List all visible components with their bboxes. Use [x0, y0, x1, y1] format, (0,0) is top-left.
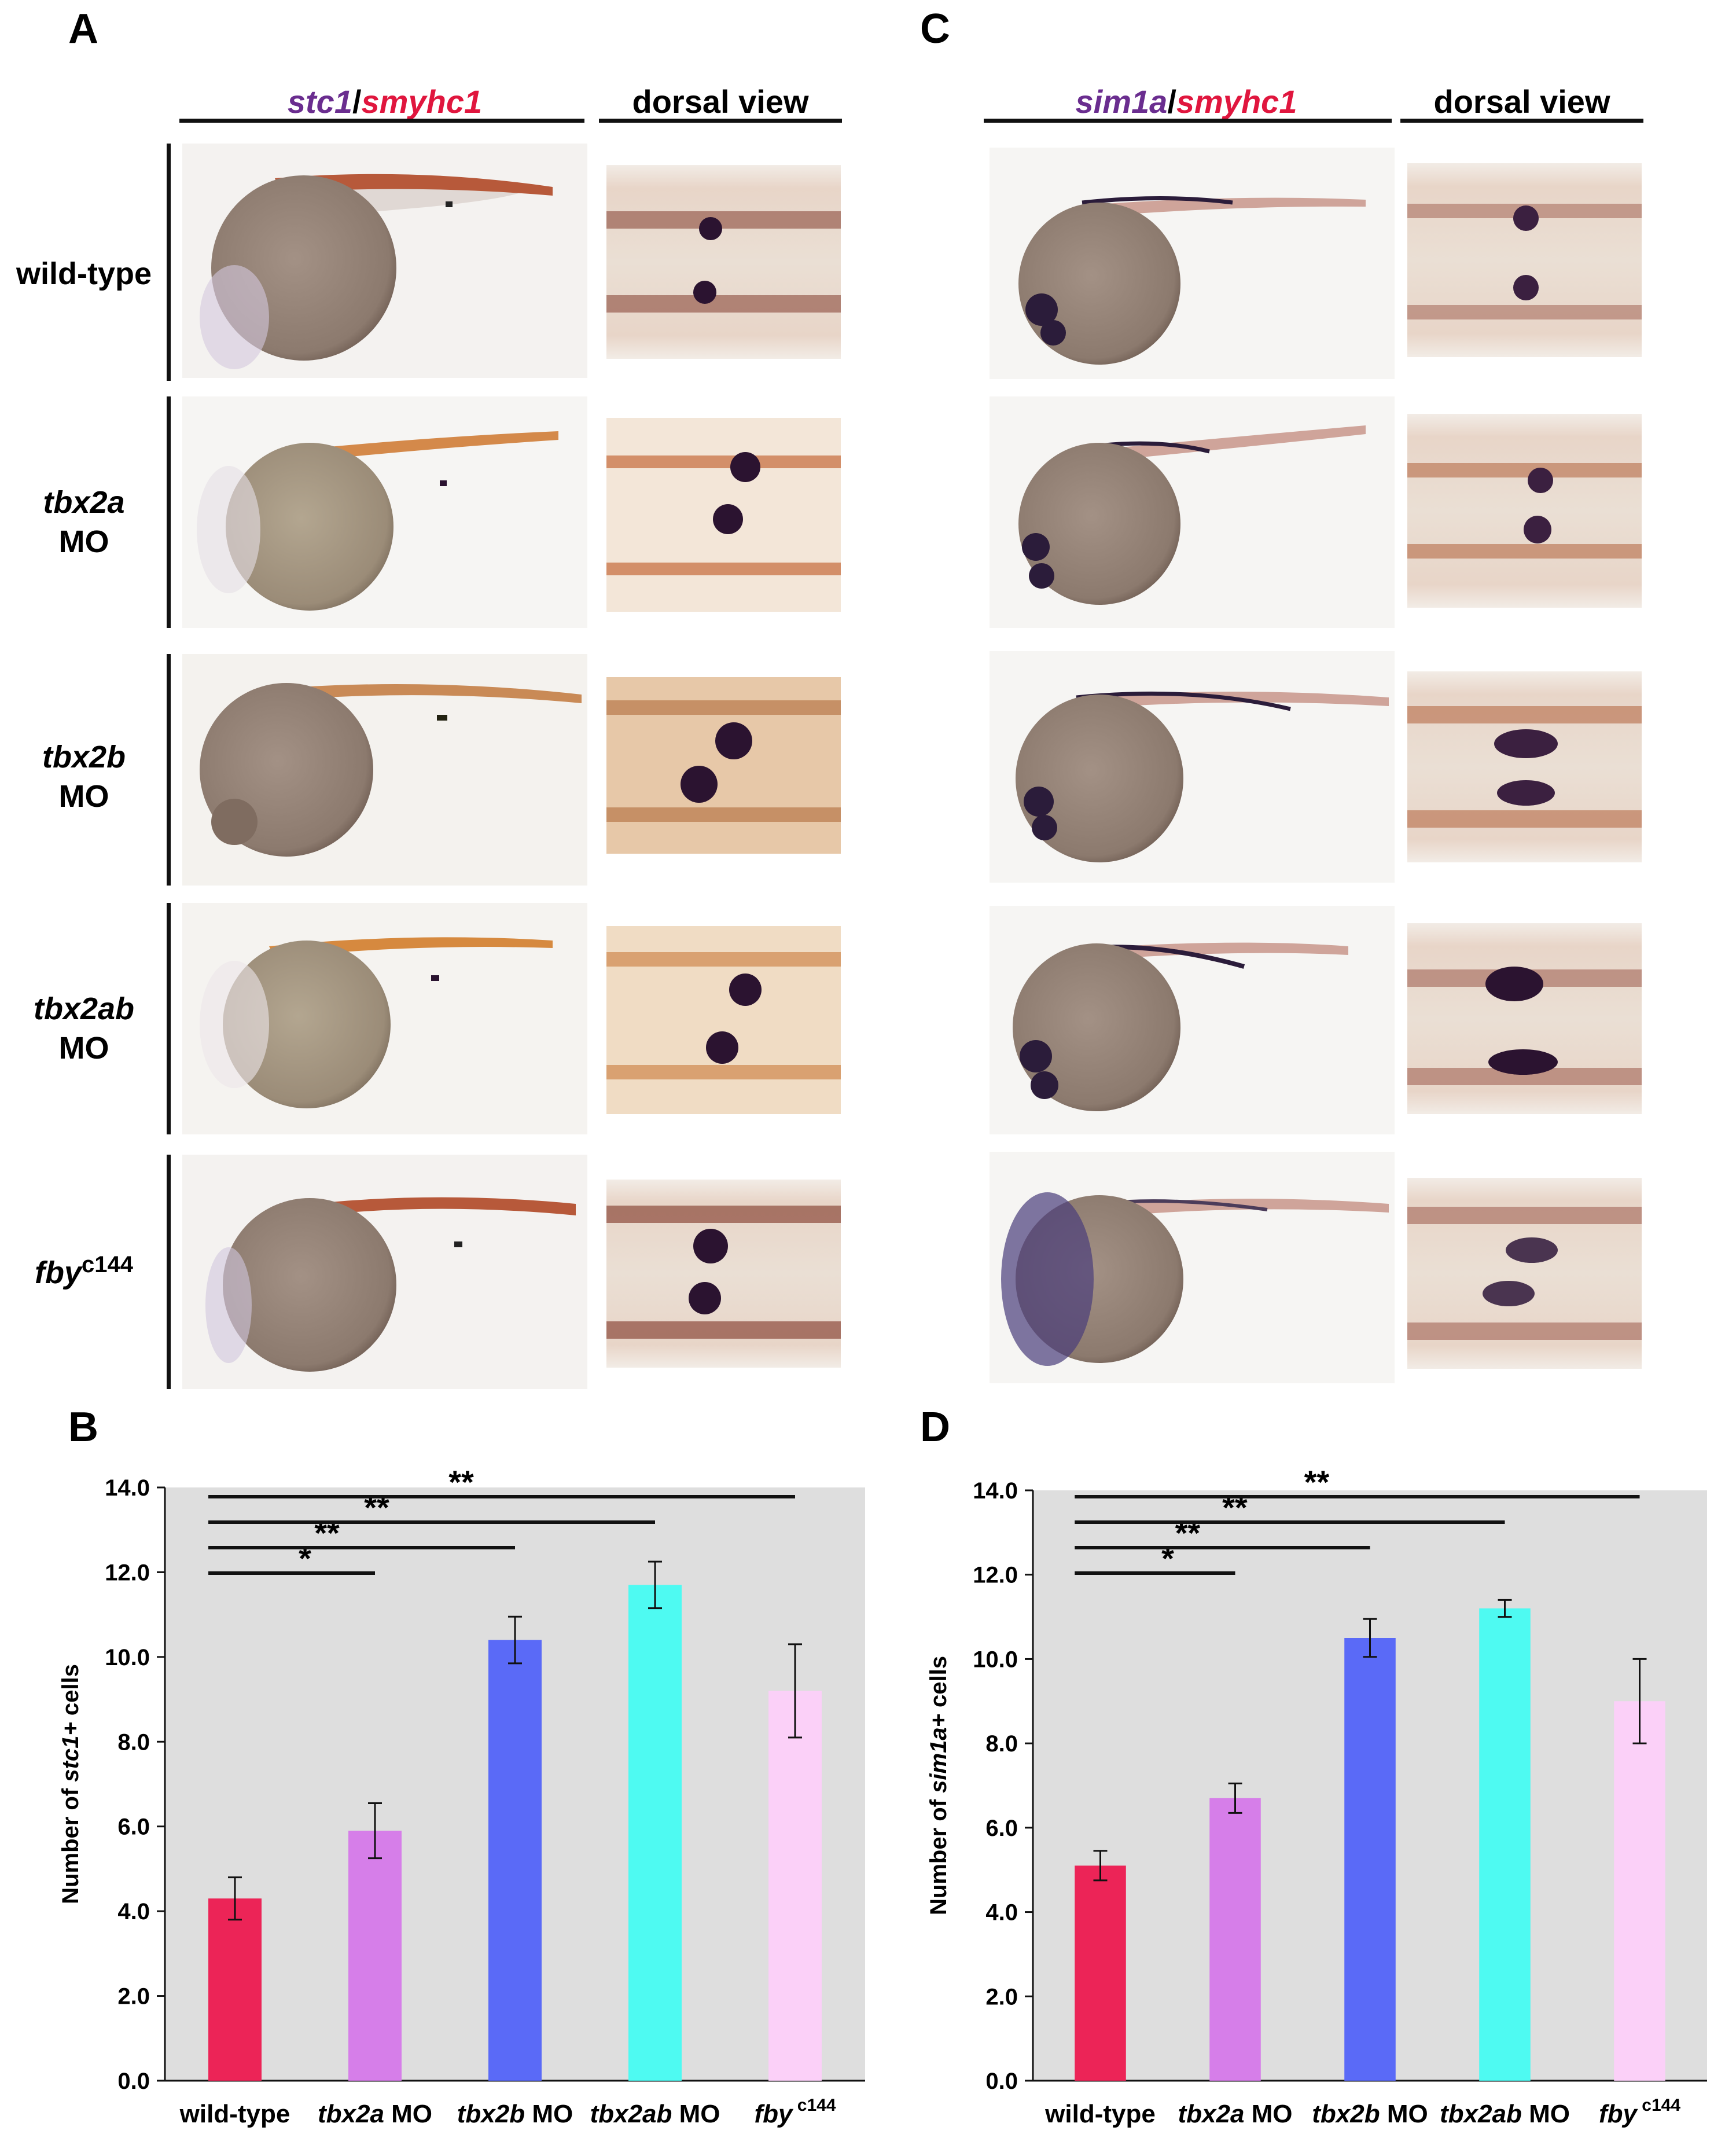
row-divider-3	[167, 654, 171, 886]
embryo-image-c-tbx2b	[990, 651, 1395, 883]
significance-label: **	[448, 1470, 474, 1500]
x-tick-label: fby c144	[754, 2096, 836, 2128]
y-tick-label: 10.0	[973, 1647, 1018, 1672]
y-tick-label: 6.0	[117, 1814, 150, 1840]
embryo-image-c-wild-type	[990, 148, 1395, 379]
bar	[488, 1640, 542, 2081]
x-tick-label: tbx2b MO	[1312, 2100, 1428, 2128]
panel-a-sep: /	[352, 83, 362, 120]
row-divider-5	[167, 1155, 171, 1389]
x-tick-label: tbx2ab MO	[590, 2100, 720, 2128]
panel-letter-b: B	[68, 1404, 98, 1450]
panel-a-gene1: stc1	[287, 83, 352, 120]
y-tick-label: 14.0	[973, 1478, 1018, 1504]
x-tick-label: tbx2a MO	[318, 2100, 432, 2128]
y-tick-label: 10.0	[105, 1645, 150, 1670]
embryo-image-a-fby	[182, 1155, 587, 1389]
panel-c-dorsal-rule	[1400, 119, 1643, 123]
x-tick-label: tbx2b MO	[457, 2100, 573, 2128]
dorsal-view-c-wild-type	[1407, 163, 1642, 357]
significance-label: *	[299, 1540, 311, 1577]
dorsal-view-a-wild-type	[606, 165, 841, 359]
significance-label: **	[1304, 1470, 1330, 1500]
y-axis-label: Number of stc1+ cells	[58, 1664, 83, 1904]
significance-label: *	[1161, 1540, 1174, 1577]
bar	[348, 1831, 402, 2081]
dorsal-view-c-tbx2ab	[1407, 923, 1642, 1114]
embryo-image-c-fby	[990, 1152, 1395, 1383]
row-divider-4	[167, 903, 171, 1134]
y-tick-label: 0.0	[985, 2069, 1018, 2094]
bar	[1479, 1608, 1531, 2081]
dorsal-view-c-tbx2b	[1407, 671, 1642, 862]
y-tick-label: 2.0	[117, 1984, 150, 2010]
row-label-fby: fbyc144	[35, 1252, 133, 1290]
row-divider-2	[167, 396, 171, 628]
row-label-tbx2a: tbx2a MO	[43, 485, 125, 559]
panel-c-dorsal-header: dorsal view	[1433, 83, 1610, 120]
embryo-image-c-tbx2ab	[990, 906, 1395, 1134]
panel-a-dorsal-rule	[599, 119, 842, 123]
panel-c-gene2: smyhc1	[1176, 83, 1297, 120]
bar	[628, 1585, 682, 2081]
y-tick-label: 12.0	[973, 1563, 1018, 1588]
panel-letter-d: D	[920, 1404, 950, 1450]
dorsal-view-c-tbx2a	[1407, 414, 1642, 608]
panel-a-dorsal-header: dorsal view	[632, 83, 809, 120]
x-tick-label: wild-type	[179, 2100, 290, 2128]
y-tick-label: 8.0	[117, 1729, 150, 1755]
chart-b-svg: 0.0 2.0 4.0 6.0 8.0 10.0 12.0 14.0 Number of stc…	[58, 1470, 865, 2128]
embryo-image-a-wild-type	[182, 144, 587, 378]
y-tick-label: 4.0	[117, 1899, 150, 1924]
panel-letter-c: C	[920, 6, 950, 52]
significance-label: **	[1222, 1489, 1248, 1526]
row-divider-1	[167, 144, 171, 381]
panel-c-sep: /	[1167, 83, 1176, 120]
dorsal-view-a-fby	[606, 1180, 841, 1368]
panel-a-header-rule	[179, 119, 584, 123]
y-tick-label: 0.0	[117, 2069, 150, 2094]
significance-label: **	[1175, 1515, 1201, 1551]
significance-label: **	[364, 1489, 389, 1526]
chart-b: 0.0 2.0 4.0 6.0 8.0 10.0 12.0 14.0 Number of stc…	[41, 1470, 909, 2136]
bar	[208, 1898, 262, 2081]
chart-d-svg: 0.0 2.0 4.0 6.0 8.0 10.0 12.0 14.0 Number of sim…	[926, 1470, 1707, 2128]
bar	[768, 1691, 822, 2081]
bar	[1209, 1798, 1261, 2081]
bar	[1614, 1701, 1665, 2081]
x-tick-label: fby c144	[1599, 2096, 1680, 2128]
significance-label: **	[314, 1515, 340, 1551]
y-tick-label: 4.0	[985, 1900, 1018, 1926]
embryo-image-a-tbx2a	[182, 396, 587, 628]
y-tick-label: 6.0	[985, 1816, 1018, 1841]
row-label-tbx2b: tbx2b MO	[42, 740, 126, 814]
y-tick-label: 12.0	[105, 1560, 150, 1585]
y-axis-label: Number of sim1a+ cells	[926, 1656, 951, 1915]
panel-c-header-rule	[984, 119, 1392, 123]
row-label-tbx2ab: tbx2ab MO	[33, 991, 135, 1066]
dorsal-view-a-tbx2a	[606, 418, 841, 612]
y-tick-label: 2.0	[985, 1984, 1018, 2010]
y-tick-label: 14.0	[105, 1475, 150, 1501]
dorsal-view-a-tbx2ab	[606, 926, 841, 1114]
embryo-image-a-tbx2b	[182, 654, 587, 886]
x-tick-label: tbx2a MO	[1178, 2100, 1292, 2128]
row-label-wild-type: wild-type	[16, 256, 152, 291]
x-tick-label: tbx2ab MO	[1440, 2100, 1570, 2128]
embryo-image-a-tbx2ab	[182, 903, 587, 1134]
dorsal-view-c-fby	[1407, 1178, 1642, 1369]
panel-c-header: sim1a/smyhc1	[984, 86, 1389, 118]
bar	[1075, 1865, 1126, 2081]
embryo-image-c-tbx2a	[990, 396, 1395, 628]
chart-d: 0.0 2.0 4.0 6.0 8.0 10.0 12.0 14.0 Number of sim…	[909, 1470, 1730, 2136]
panel-a-gene2: smyhc1	[361, 83, 483, 120]
panel-letter-a: A	[68, 6, 98, 52]
dorsal-view-a-tbx2b	[606, 677, 841, 854]
panel-a-header: stc1/smyhc1	[182, 86, 587, 118]
y-tick-label: 8.0	[985, 1731, 1018, 1757]
x-tick-label: wild-type	[1044, 2100, 1156, 2128]
panel-c-gene1: sim1a	[1075, 83, 1168, 120]
bar	[1344, 1638, 1396, 2081]
